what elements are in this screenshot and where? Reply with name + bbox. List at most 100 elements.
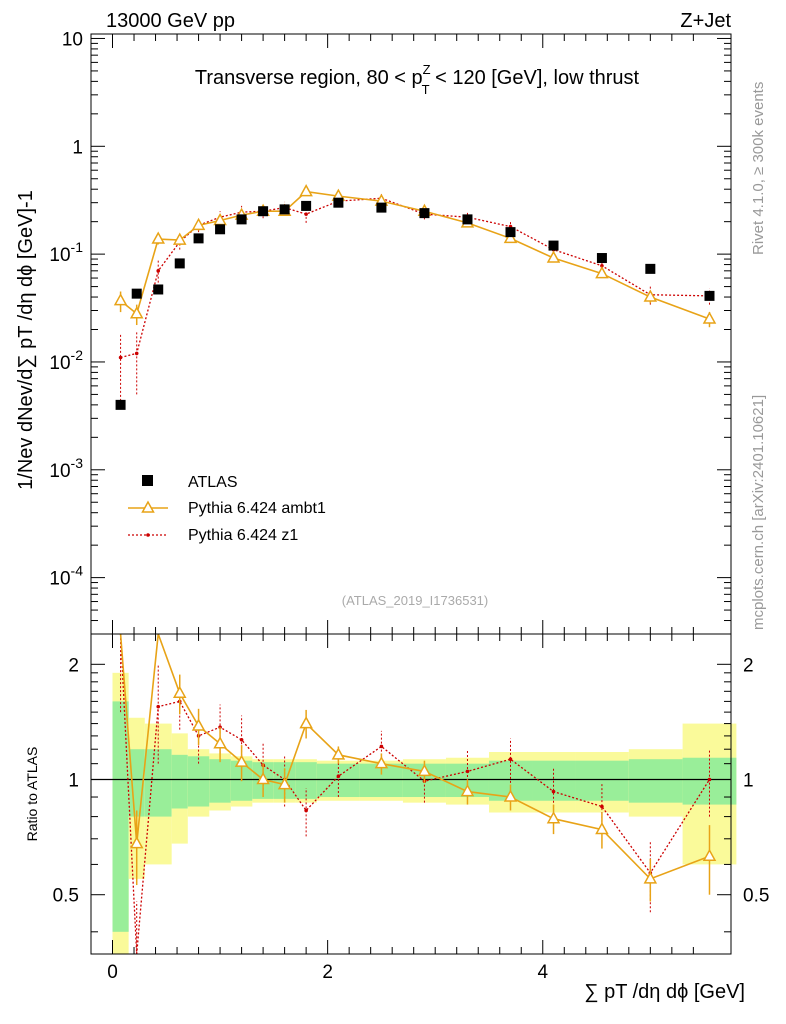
ratio-z1-point <box>304 808 308 813</box>
ratio-z1-point <box>336 774 341 779</box>
x-tick-label: 4 <box>537 962 548 983</box>
ratio-z1-point <box>465 769 470 774</box>
legend: ATLAS Pythia 6.424 ambt1 Pythia 6.424 z1 <box>128 474 326 544</box>
atlas-point <box>596 253 607 264</box>
ratio-ambt1-point <box>172 685 187 699</box>
ambt1-point <box>172 232 187 245</box>
ratio-y-tick-label-right: 1 <box>743 771 754 792</box>
ratio-z1-point <box>600 804 604 809</box>
ambt1-point <box>503 230 518 244</box>
legend-label: ATLAS <box>188 474 238 491</box>
atlas-point <box>115 399 126 410</box>
ratio-ambt1-point <box>191 718 206 731</box>
ratio-ambt1-point <box>331 747 346 760</box>
ambt1-point <box>113 293 128 306</box>
mcplots-label: mcplots.cern.ch [arXiv:2401.10621] <box>750 395 767 630</box>
ambt1-point <box>191 217 206 231</box>
ratio-y-tick-label: 0.5 <box>53 886 79 907</box>
ratio-ambt1-point <box>595 822 609 835</box>
ratio-z1-point <box>239 737 244 742</box>
z1-point <box>134 351 139 356</box>
y-tick-label: 10-1 <box>49 239 83 266</box>
ambt1-point <box>299 184 313 197</box>
atlas-point <box>174 258 185 269</box>
atlas-point <box>215 224 226 235</box>
ratio-ambt1-point <box>417 763 432 777</box>
ratio-ambt1-point <box>213 736 227 749</box>
atlas-point <box>153 284 164 295</box>
atlas-point <box>548 240 559 251</box>
ratio-band-green <box>295 762 317 799</box>
ratio-z1-point <box>156 704 161 709</box>
ratio-ambt1-point <box>374 756 389 769</box>
ratio-z1-point <box>379 744 384 749</box>
atlas-point <box>419 208 430 219</box>
atlas-point <box>333 197 344 208</box>
ambt1-point <box>702 311 717 324</box>
y-tick-label: 10-2 <box>49 347 83 374</box>
y-tick-label: 10-4 <box>49 563 83 590</box>
analysis-watermark: (ATLAS_2019_I1736531) <box>342 593 488 608</box>
ratio-ambt1-point <box>234 754 249 767</box>
ambt1-point <box>546 250 561 263</box>
legend-z1-marker <box>146 533 150 537</box>
z1-point <box>304 212 308 216</box>
z1-line <box>120 197 710 359</box>
ratio-ambt1-point <box>299 716 313 729</box>
y-tick-label: 10 <box>62 29 83 50</box>
y-axis-label: 1/Nev dNev/d∑ pT /dη dϕ [GeV]-1 <box>15 190 37 490</box>
ratio-y-tick-label: 1 <box>68 771 79 792</box>
legend-ambt1-marker <box>141 500 155 513</box>
legend-label: Pythia 6.424 ambt1 <box>188 500 326 517</box>
ratio-plot-frame <box>90 633 732 955</box>
ratio-ambt1-point <box>702 848 717 862</box>
ratio-z1-point <box>551 789 556 794</box>
ambt1-point <box>151 231 165 244</box>
ratio-z1-point <box>508 757 513 761</box>
ratio-band-green <box>171 754 188 809</box>
rivet-label: Rivet 4.1.0, ≥ 300k events <box>750 82 767 255</box>
ratio-band-green <box>187 756 210 807</box>
atlas-point <box>376 202 387 213</box>
ambt1-point <box>643 289 658 302</box>
ratio-ambt1-point <box>546 811 561 824</box>
x-tick-label: 0 <box>107 962 118 983</box>
header-right: Z+Jet <box>680 10 731 32</box>
atlas-point <box>279 204 290 215</box>
main-plot-frame <box>90 33 732 635</box>
atlas-point <box>704 290 715 301</box>
ratio-ambt1-point <box>256 771 270 785</box>
ratio-ambt1-point <box>503 789 518 802</box>
z1-point <box>156 269 161 273</box>
ratio-plot: 2 2 1 1 0.5 0.5 0 2 4 Ratio to ATLAS ∑ pT /dη dϕ… <box>24 633 769 1003</box>
ratio-ambt1-point <box>277 777 292 790</box>
atlas-point <box>131 288 142 299</box>
x-axis-label: ∑ pT /dη dϕ [GeV] <box>584 981 745 1003</box>
x-tick-label: 2 <box>322 962 333 983</box>
atlas-point <box>193 233 204 244</box>
header-left: 13000 GeV pp <box>106 10 235 32</box>
ratio-band-green <box>112 701 129 932</box>
y-tick-label: 1 <box>72 137 83 158</box>
z1-point <box>600 263 604 268</box>
legend-atlas-marker <box>142 475 153 486</box>
ratio-ambt1-point <box>460 784 475 797</box>
ratio-y-tick-label-right: 2 <box>743 655 754 676</box>
y-tick-label: 10-3 <box>49 455 83 482</box>
atlas-point <box>462 214 473 225</box>
main-plot: 10 1 10-1 10-2 10-3 10-4 Transverse region, 8… <box>15 29 732 635</box>
ratio-band-green <box>209 759 231 803</box>
plot-title: Transverse region, 80 < pZ T < 120 [GeV],… <box>195 62 640 97</box>
ratio-y-tick-label-right: 0.5 <box>743 886 769 907</box>
ratio-y-tick-label: 2 <box>68 655 79 676</box>
ambt1-point <box>129 306 144 319</box>
ratio-band-green <box>575 760 629 801</box>
z1-point <box>118 355 123 360</box>
ratio-ambt1-point <box>129 836 144 849</box>
atlas-point <box>301 200 312 211</box>
ambt1-line <box>120 190 710 320</box>
ratio-y-label: Ratio to ATLAS <box>24 747 40 842</box>
legend-label: Pythia 6.424 z1 <box>188 527 298 544</box>
atlas-point <box>258 206 269 217</box>
